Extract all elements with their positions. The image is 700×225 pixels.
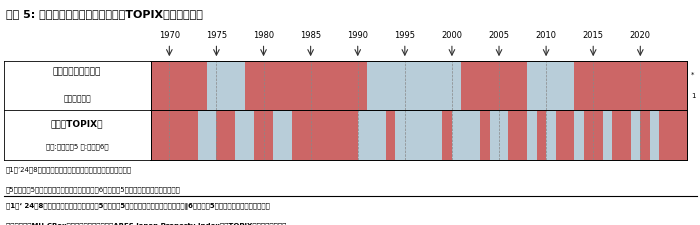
Bar <box>631 110 640 160</box>
Bar <box>235 110 254 160</box>
Bar <box>640 110 650 160</box>
Bar <box>508 110 527 160</box>
Text: 2015: 2015 <box>582 31 603 40</box>
Text: *: * <box>691 72 694 78</box>
Bar <box>292 110 358 160</box>
Bar <box>546 110 556 160</box>
Text: キャピタルリターン: キャピタルリターン <box>52 68 102 76</box>
Text: 1970: 1970 <box>159 31 180 40</box>
Bar <box>395 110 442 160</box>
Bar <box>254 110 273 160</box>
Text: 2020: 2020 <box>630 31 651 40</box>
Bar <box>556 110 575 160</box>
Text: 1980: 1980 <box>253 31 274 40</box>
Bar <box>650 110 659 160</box>
Bar <box>207 61 245 110</box>
Bar <box>603 110 612 160</box>
Bar <box>150 61 207 110</box>
Text: 1985: 1985 <box>300 31 321 40</box>
Bar <box>358 110 386 160</box>
Text: 1990: 1990 <box>347 31 368 40</box>
Bar <box>273 110 292 160</box>
Bar <box>150 110 197 160</box>
Bar <box>659 110 687 160</box>
Text: （赤:ブーム＇5 青:暴落＇6）: （赤:ブーム＇5 青:暴落＇6） <box>46 143 108 150</box>
Bar <box>442 110 452 160</box>
Text: 2000: 2000 <box>442 31 463 40</box>
Bar <box>575 61 687 110</box>
Text: 2010: 2010 <box>536 31 556 40</box>
Text: 1: 1 <box>691 93 696 99</box>
Bar <box>245 61 367 110</box>
Bar <box>584 110 603 160</box>
Text: 図表 5: キャピタルリターンと株価（TOPIX）のトレンド: 図表 5: キャピタルリターンと株価（TOPIX）のトレンド <box>6 9 202 19</box>
Bar <box>386 110 396 160</box>
Text: ＇5　月次で5ヵ月以上連続上昇があった年　＇6　月次で5ヵ月以上連続下落があった年: ＇5 月次で5ヵ月以上連続上昇があった年 ＇6 月次で5ヵ月以上連続下落があった… <box>6 187 181 193</box>
Text: 1975: 1975 <box>206 31 227 40</box>
Bar <box>527 61 575 110</box>
Text: 1995: 1995 <box>394 31 415 40</box>
Text: ＇1　’24年8月までの速報値に基づき将来変更の可能性がある: ＇1 ’24年8月までの速報値に基づき将来変更の可能性がある <box>6 166 132 173</box>
Text: （赤が上昇）: （赤が上昇） <box>63 94 91 104</box>
Bar <box>537 110 546 160</box>
Bar <box>480 110 489 160</box>
Text: ＇1　‘ 24年8月までの暫定値に基づく　＇5　月次で5ヵ月以上連続上昇があった年　‖6　月次で5ヵ月以上連続下落があった年: ＇1 ‘ 24年8月までの暫定値に基づく ＇5 月次で5ヵ月以上連続上昇があった… <box>6 202 270 209</box>
Bar <box>461 61 527 110</box>
Bar <box>489 110 508 160</box>
Bar <box>367 61 461 110</box>
Bar <box>575 110 584 160</box>
Bar <box>452 110 480 160</box>
Text: 株価（TOPIX）: 株価（TOPIX） <box>50 119 104 128</box>
Bar <box>197 110 216 160</box>
Text: 出所　弊社「MU-CBex」、不動産証券化協会「ARES Japan Property Index」、TOPIXを基に筆者が作成: 出所 弊社「MU-CBex」、不動産証券化協会「ARES Japan Prope… <box>6 223 286 225</box>
Bar <box>216 110 235 160</box>
Bar <box>612 110 631 160</box>
Text: 2005: 2005 <box>489 31 510 40</box>
Bar <box>527 110 537 160</box>
